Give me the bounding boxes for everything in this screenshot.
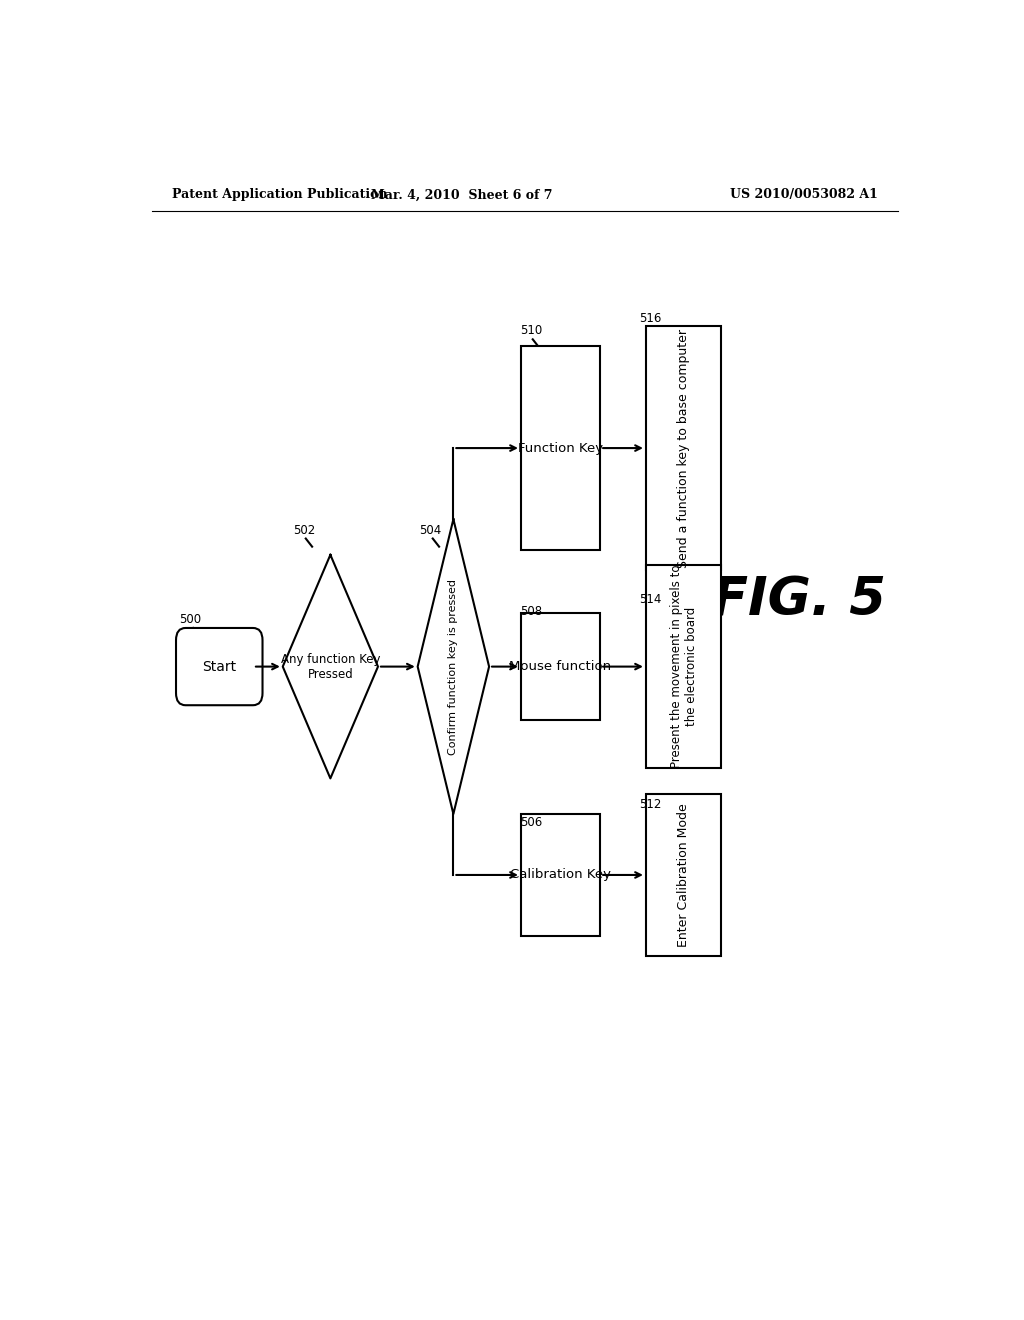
Text: Enter Calibration Mode: Enter Calibration Mode [677,803,690,946]
Text: Any function Key
Pressed: Any function Key Pressed [281,652,380,681]
Bar [521,614,600,719]
Text: Mar. 4, 2010  Sheet 6 of 7: Mar. 4, 2010 Sheet 6 of 7 [371,189,552,202]
Text: Patent Application Publication: Patent Application Publication [172,189,387,202]
Bar [646,326,721,570]
Text: FIG. 5: FIG. 5 [712,574,886,627]
Bar [646,793,721,956]
Text: 514: 514 [639,593,662,606]
Text: Calibration Key: Calibration Key [510,869,611,882]
Text: 504: 504 [419,524,441,536]
Text: 500: 500 [179,612,202,626]
Text: Send a function key to base computer: Send a function key to base computer [677,329,690,568]
Text: 516: 516 [639,312,662,325]
Text: Present the movement in pixels to
the electronic board: Present the movement in pixels to the el… [670,565,697,768]
Text: Confirm function key is pressed: Confirm function key is pressed [449,578,459,755]
Bar [646,565,721,768]
Text: 510: 510 [520,325,543,338]
Bar [521,814,600,936]
Text: Mouse function: Mouse function [510,660,611,673]
Text: 512: 512 [639,797,662,810]
Text: 502: 502 [293,524,315,536]
Text: US 2010/0053082 A1: US 2010/0053082 A1 [730,189,878,202]
Text: Function Key: Function Key [518,442,603,454]
Text: 506: 506 [520,816,543,829]
Bar [521,346,600,549]
FancyBboxPatch shape [176,628,262,705]
Text: Start: Start [202,660,237,673]
Text: 508: 508 [520,605,542,618]
